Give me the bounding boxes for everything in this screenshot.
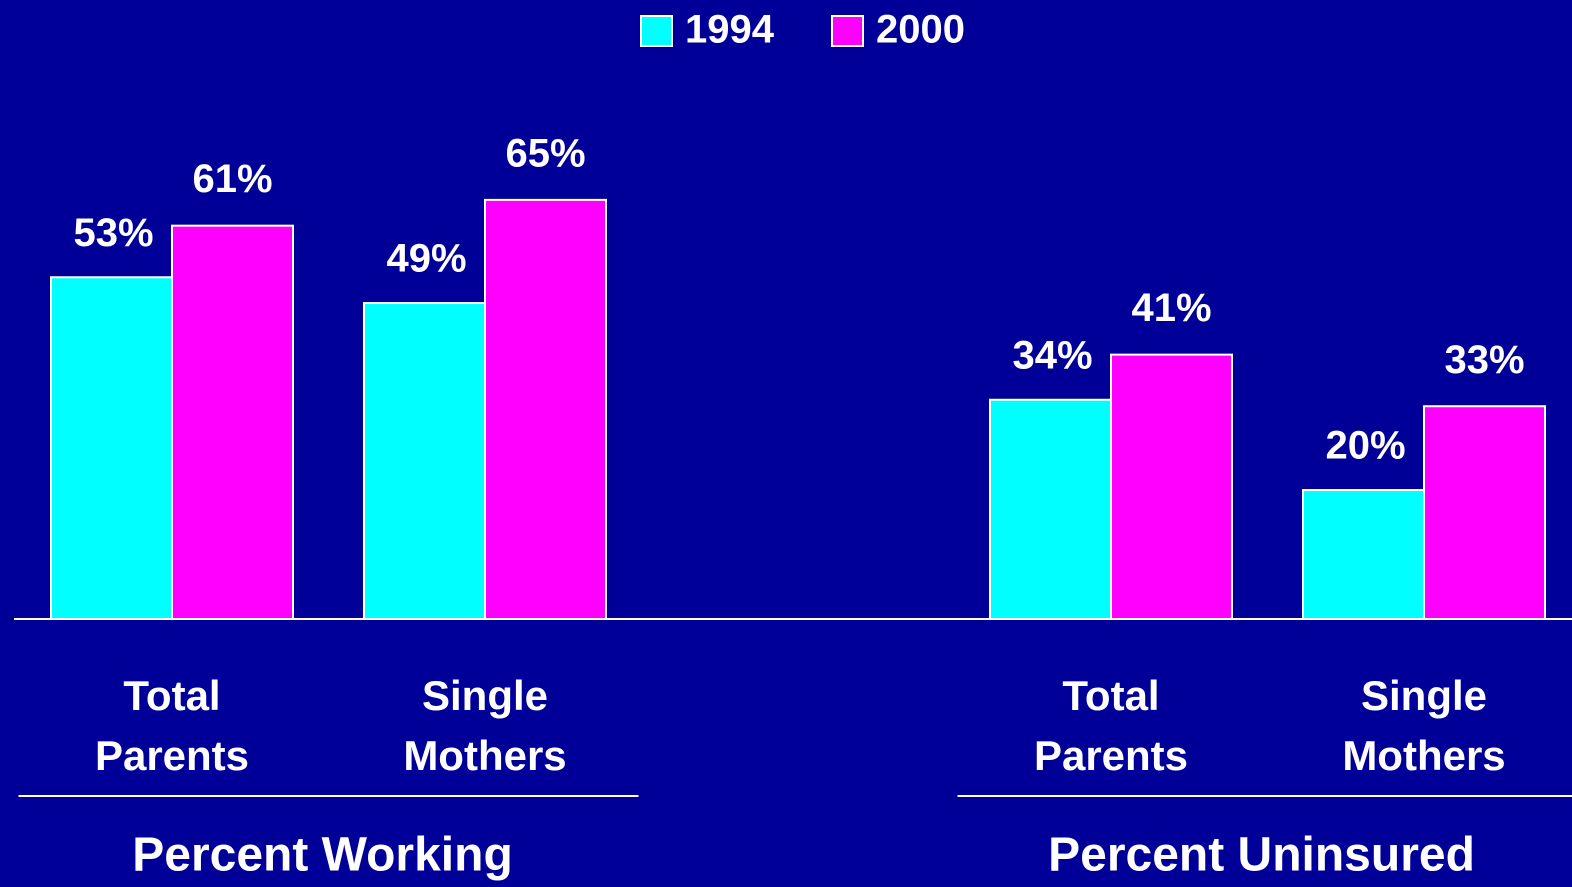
- data-label: 41%: [1131, 286, 1211, 330]
- x-tick-label: Total Parents: [1033, 672, 1189, 779]
- group-label: Percent Working: [132, 829, 513, 882]
- legend-label: 1994: [685, 8, 775, 52]
- data-label: 49%: [386, 237, 466, 281]
- x-tick-label: Single Mothers: [403, 672, 567, 779]
- bar: [171, 224, 294, 620]
- data-label: 65%: [505, 131, 585, 175]
- legend-swatch: [831, 15, 864, 47]
- legend-label: 2000: [876, 8, 965, 52]
- group-label: Percent Uninsured: [1048, 829, 1475, 882]
- data-label: 20%: [1325, 424, 1405, 468]
- data-label: 33%: [1444, 338, 1524, 382]
- x-tick-label: Total Parents: [94, 672, 250, 779]
- bar: [989, 398, 1112, 621]
- data-label: 61%: [192, 157, 272, 201]
- data-label: 34%: [1012, 333, 1092, 377]
- bar: [1110, 353, 1233, 620]
- bar: [1423, 405, 1546, 620]
- data-label: 53%: [73, 211, 153, 255]
- bar: [50, 276, 173, 620]
- bar: [363, 302, 486, 620]
- bar: [484, 198, 607, 621]
- legend-swatch: [640, 15, 673, 47]
- x-tick-label: Single Mothers: [1342, 672, 1506, 779]
- bar: [1302, 489, 1425, 620]
